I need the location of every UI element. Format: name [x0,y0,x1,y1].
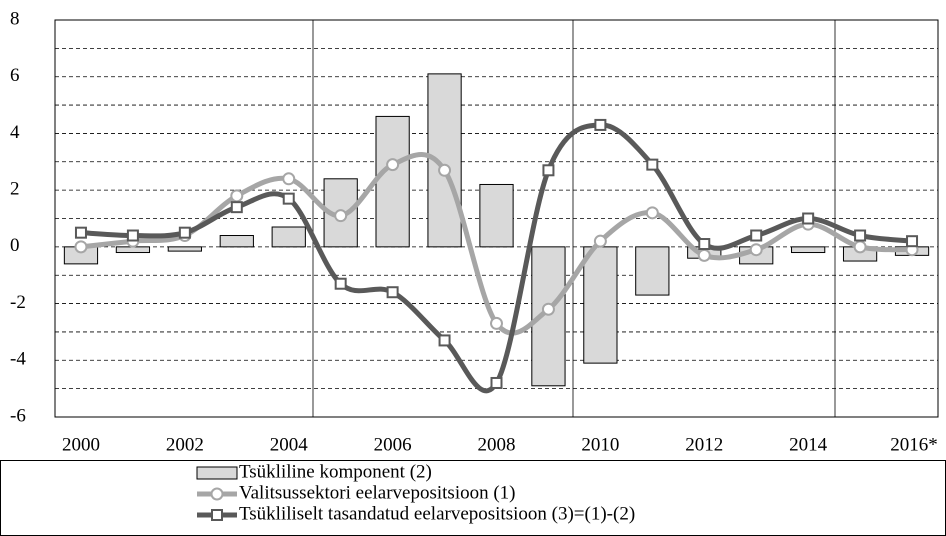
bar [271,226,306,248]
marker [386,286,399,299]
x-tick-label: 2012 [685,434,723,455]
bar [791,246,826,254]
marker [697,248,711,262]
marker [438,163,452,177]
x-tick-label: 2008 [478,434,516,455]
x-tick-label: 2004 [270,434,309,455]
legend-label: Tsükliline komponent (2) [239,461,432,482]
legend-label: Valitsussektori eelarvepositsioon (1) [239,482,516,503]
y-tick-label: 6 [10,65,20,86]
marker [646,158,659,171]
marker [645,206,659,220]
bar [479,183,514,248]
marker [490,376,503,389]
marker [906,235,919,248]
bar [583,246,618,364]
bar [375,115,410,248]
marker [334,277,347,290]
bar [219,235,254,248]
y-tick-label: -4 [10,349,26,370]
marker [282,172,296,186]
y-tick-label: -6 [10,405,26,426]
legend-box [0,460,946,536]
marker [334,209,348,223]
marker [698,238,711,251]
marker [750,229,763,242]
marker [386,158,400,172]
marker [230,201,243,214]
marker [802,212,815,225]
legend-symbol [211,509,223,521]
marker [126,229,139,242]
marker [438,334,451,347]
marker [749,243,763,257]
y-tick-label: 0 [10,235,20,256]
legend-label: Tsükliliselt tasandatud eelarvepositsioo… [239,503,635,524]
x-tick-label: 2010 [581,434,619,455]
marker [542,164,555,177]
x-tick-label: 2016* [890,434,938,455]
marker [74,226,87,239]
marker [282,192,295,205]
bar [115,246,151,254]
marker [74,240,88,254]
y-tick-label: 4 [10,122,20,143]
marker [178,226,191,239]
bar [167,246,202,252]
y-tick-label: 2 [10,179,20,200]
y-tick-label: 8 [10,8,20,29]
y-tick-label: -2 [10,292,26,313]
legend-symbol [196,466,238,480]
marker [854,229,867,242]
marker [593,234,607,248]
marker [541,302,555,316]
bar [635,246,670,296]
marker [490,316,503,330]
marker [853,240,867,254]
x-tick-label: 2002 [166,434,204,455]
marker [594,118,607,131]
x-tick-label: 2006 [374,434,412,455]
x-tick-label: 2014 [789,434,828,455]
x-tick-label: 2000 [62,434,100,455]
legend-symbol [210,487,224,501]
marker [230,189,244,203]
